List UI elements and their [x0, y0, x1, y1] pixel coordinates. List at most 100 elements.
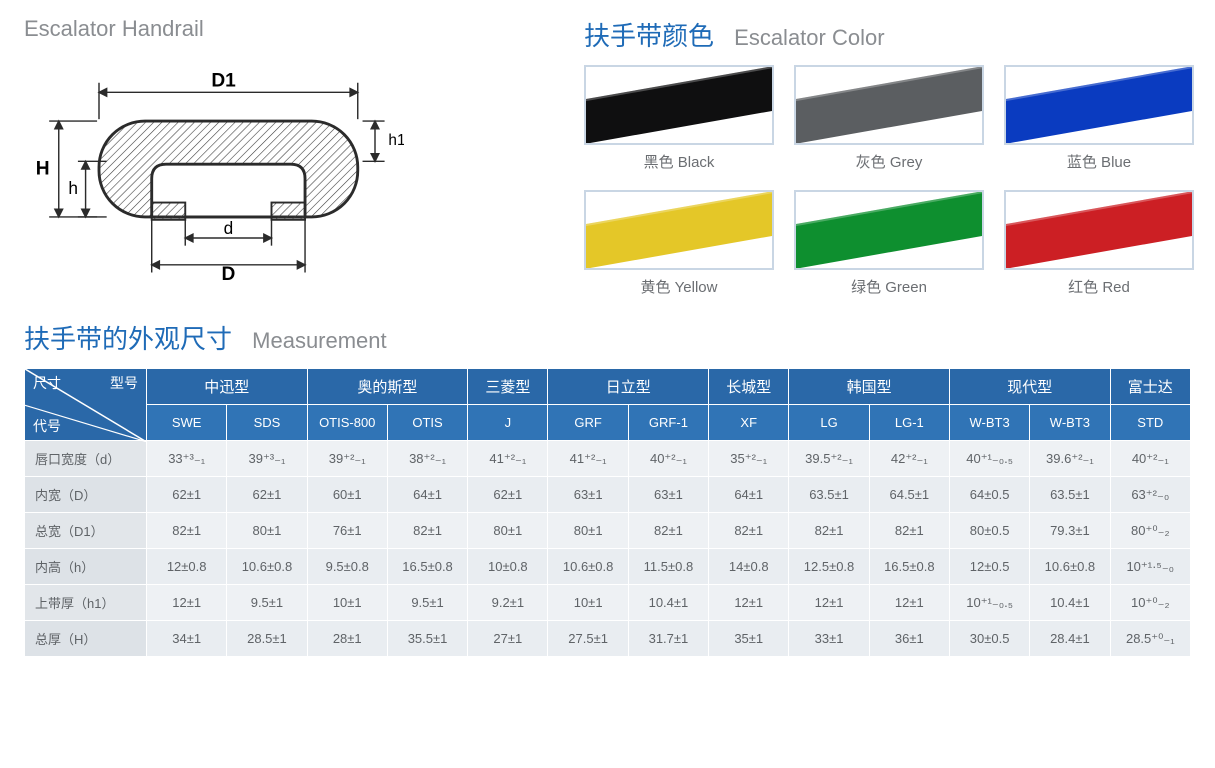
color-swatch-label: 灰色 Grey	[794, 151, 984, 172]
table-cell: 12±1	[709, 585, 789, 621]
table-cell: 30±0.5	[949, 621, 1029, 657]
table-cell: 10.6±0.8	[227, 549, 307, 585]
handrail-title-en: Escalator Handrail	[24, 16, 204, 41]
table-cell: 40⁺¹₋₀.₅	[949, 441, 1029, 477]
table-cell: 64±0.5	[949, 477, 1029, 513]
color-swatch: 绿色 Green	[794, 190, 984, 297]
dim-d-label: d	[224, 218, 234, 238]
table-cell: 9.5±0.8	[307, 549, 387, 585]
group-header: 奥的斯型	[307, 369, 468, 405]
table-cell: 63±1	[628, 477, 708, 513]
table-cell: 27.5±1	[548, 621, 628, 657]
sub-header: LG	[789, 405, 869, 441]
table-cell: 12±1	[869, 585, 949, 621]
measurement-title-en: Measurement	[252, 328, 387, 353]
table-cell: 33⁺³₋₁	[147, 441, 227, 477]
table-cell: 10.4±1	[1030, 585, 1110, 621]
color-swatch: 红色 Red	[1004, 190, 1194, 297]
color-chip	[584, 190, 774, 270]
group-header: 现代型	[949, 369, 1110, 405]
table-cell: 80±0.5	[949, 513, 1029, 549]
table-cell: 9.5±1	[227, 585, 307, 621]
group-header: 富士达	[1110, 369, 1190, 405]
table-cell: 80⁺⁰₋₂	[1110, 513, 1190, 549]
table-cell: 39⁺³₋₁	[227, 441, 307, 477]
row-header: 内宽（D）	[25, 477, 147, 513]
table-cell: 35⁺²₋₁	[709, 441, 789, 477]
table-cell: 82±1	[709, 513, 789, 549]
table-cell: 28.5⁺⁰₋₁	[1110, 621, 1190, 657]
table-cell: 36±1	[869, 621, 949, 657]
color-title-cn: 扶手带颜色	[584, 21, 714, 51]
table-cell: 63⁺²₋₀	[1110, 477, 1190, 513]
color-chip	[794, 190, 984, 270]
row-header: 总宽（D1）	[25, 513, 147, 549]
table-row: 总宽（D1）82±180±176±182±180±180±182±182±182…	[25, 513, 1191, 549]
table-cell: 63.5±1	[789, 477, 869, 513]
table-cell: 38⁺²₋₁	[387, 441, 467, 477]
table-cell: 10±1	[548, 585, 628, 621]
sub-header: GRF-1	[628, 405, 708, 441]
table-cell: 82±1	[628, 513, 708, 549]
table-cell: 82±1	[869, 513, 949, 549]
table-cell: 80±1	[227, 513, 307, 549]
table-cell: 12±0.5	[949, 549, 1029, 585]
sub-header: XF	[709, 405, 789, 441]
dim-D1-label: D1	[211, 71, 236, 92]
sub-header: W-BT3	[1030, 405, 1110, 441]
table-cell: 9.5±1	[387, 585, 467, 621]
table-cell: 64±1	[387, 477, 467, 513]
table-cell: 12.5±0.8	[789, 549, 869, 585]
table-cell: 12±1	[147, 585, 227, 621]
color-swatch: 黄色 Yellow	[584, 190, 774, 297]
table-cell: 41⁺²₋₁	[548, 441, 628, 477]
table-cell: 10⁺¹·⁵₋₀	[1110, 549, 1190, 585]
color-chip	[1004, 65, 1194, 145]
table-cell: 39.5⁺²₋₁	[789, 441, 869, 477]
sub-header: GRF	[548, 405, 628, 441]
table-cell: 62±1	[468, 477, 548, 513]
measurement-title-cn: 扶手带的外观尺寸	[24, 324, 232, 354]
table-cell: 64±1	[709, 477, 789, 513]
table-cell: 63±1	[548, 477, 628, 513]
table-cell: 39⁺²₋₁	[307, 441, 387, 477]
table-cell: 31.7±1	[628, 621, 708, 657]
table-corner: 尺寸型号代号	[25, 369, 147, 441]
table-cell: 80±1	[548, 513, 628, 549]
corner-model: 型号	[110, 373, 138, 393]
group-header: 韩国型	[789, 369, 950, 405]
table-cell: 10⁺¹₋₀.₅	[949, 585, 1029, 621]
color-chip	[794, 65, 984, 145]
table-cell: 10⁺⁰₋₂	[1110, 585, 1190, 621]
sub-header: STD	[1110, 405, 1190, 441]
dim-h1-label: h1	[388, 132, 404, 149]
row-header: 内高（h）	[25, 549, 147, 585]
table-cell: 35.5±1	[387, 621, 467, 657]
dim-H-label: H	[36, 159, 50, 180]
table-cell: 10±0.8	[468, 549, 548, 585]
group-header: 三菱型	[468, 369, 548, 405]
table-cell: 62±1	[227, 477, 307, 513]
color-swatch-label: 绿色 Green	[794, 276, 984, 297]
corner-size: 尺寸	[33, 373, 61, 393]
measurement-title: 扶手带的外观尺寸 Measurement	[24, 319, 1191, 356]
table-cell: 28.5±1	[227, 621, 307, 657]
table-cell: 12±1	[789, 585, 869, 621]
table-cell: 82±1	[147, 513, 227, 549]
row-header: 总厚（H）	[25, 621, 147, 657]
table-cell: 16.5±0.8	[387, 549, 467, 585]
color-swatch: 蓝色 Blue	[1004, 65, 1194, 172]
color-chip	[584, 65, 774, 145]
table-cell: 12±0.8	[147, 549, 227, 585]
table-cell: 27±1	[468, 621, 548, 657]
table-row: 上带厚（h1）12±19.5±110±19.5±19.2±110±110.4±1…	[25, 585, 1191, 621]
color-swatch-label: 蓝色 Blue	[1004, 151, 1194, 172]
table-cell: 10.6±0.8	[548, 549, 628, 585]
table-cell: 10.4±1	[628, 585, 708, 621]
color-title-en: Escalator Color	[734, 25, 884, 50]
table-row: 唇口宽度（d）33⁺³₋₁39⁺³₋₁39⁺²₋₁38⁺²₋₁41⁺²₋₁41⁺…	[25, 441, 1191, 477]
color-title: 扶手带颜色 Escalator Color	[584, 16, 1194, 53]
table-row: 内高（h）12±0.810.6±0.89.5±0.816.5±0.810±0.8…	[25, 549, 1191, 585]
table-cell: 82±1	[789, 513, 869, 549]
table-cell: 80±1	[468, 513, 548, 549]
